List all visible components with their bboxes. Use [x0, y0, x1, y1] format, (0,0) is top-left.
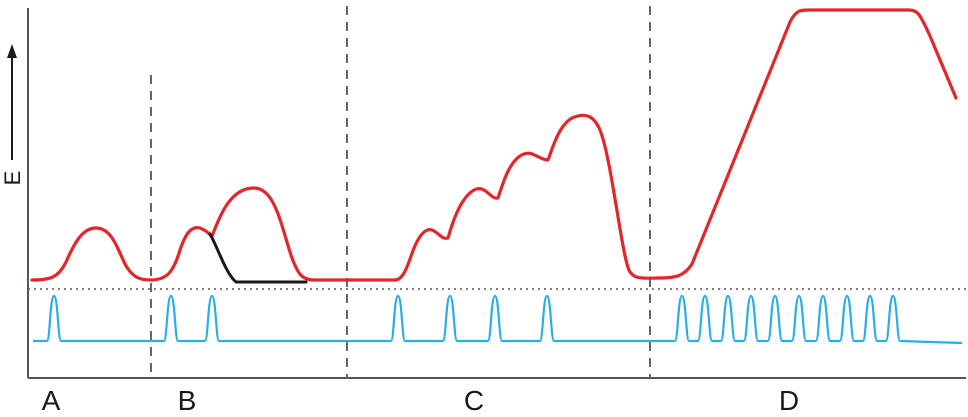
- y-axis-label: E: [0, 171, 25, 186]
- region-label-d: D: [779, 385, 799, 416]
- region-label-b: B: [178, 385, 197, 416]
- y-axis-label-group: E: [0, 44, 25, 185]
- region-label-a: A: [42, 385, 61, 416]
- y-axis-arrow-head: [7, 44, 17, 58]
- region-label-c: C: [464, 385, 484, 416]
- stimulus-trace: [33, 294, 963, 345]
- potential-trace: [30, 8, 958, 282]
- alternate-decay-trace: [208, 232, 308, 284]
